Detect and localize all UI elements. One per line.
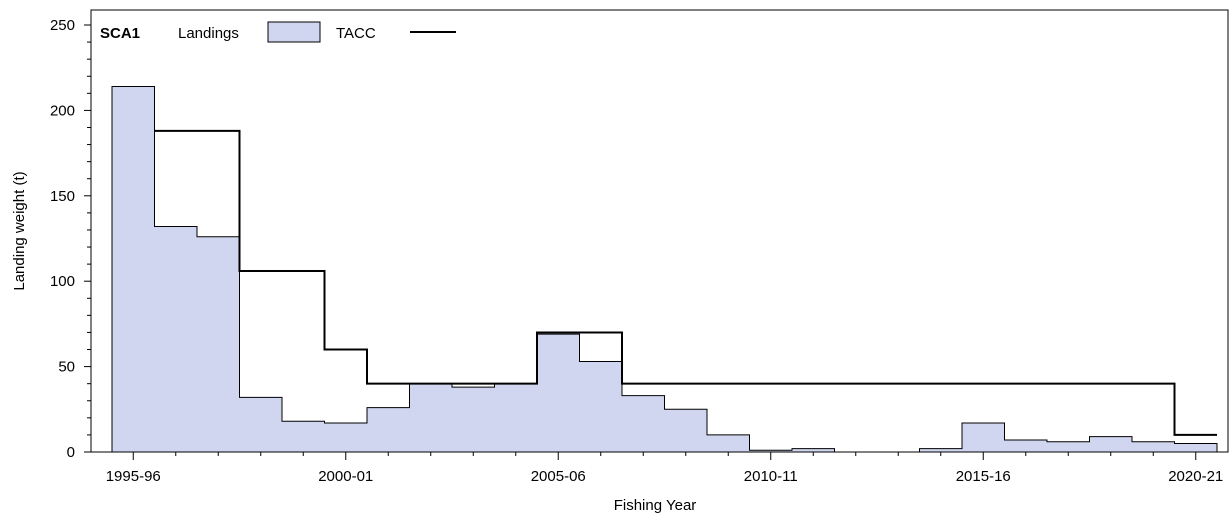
x-axis-title: Fishing Year: [614, 497, 697, 514]
y-tick-label: 200: [50, 102, 75, 119]
landings-bar: [239, 397, 282, 452]
landings-bar: [1132, 441, 1175, 452]
plot-frame: [90, 9, 1229, 453]
legend-swatch-landings: [267, 21, 321, 43]
landings-bar: [579, 361, 622, 452]
landings-bar: [962, 422, 1005, 452]
landings-bar: [792, 448, 835, 452]
x-tick-label: 2015-16: [956, 468, 1011, 485]
landings-bar: [1047, 441, 1090, 452]
y-axis-title: Landing weight (t): [11, 171, 28, 290]
landings-bar: [707, 434, 750, 452]
landings-bar: [324, 422, 367, 452]
landings-bar: [664, 409, 707, 452]
landings-bar: [409, 383, 452, 452]
tacc-line: [154, 129, 1217, 436]
legend-label-landings: Landings: [178, 25, 239, 42]
y-tick-label: 100: [50, 273, 75, 290]
landings-bar: [622, 395, 665, 452]
landings-bar: [749, 450, 792, 452]
landings-bar: [367, 407, 410, 452]
landings-bar: [154, 226, 197, 452]
x-tick-label: 2005-06: [531, 468, 586, 485]
y-tick-label: 50: [58, 359, 75, 376]
landings-outline: [111, 85, 1218, 453]
legend: SCA1 Landings TACC: [100, 21, 456, 43]
legend-title: SCA1: [100, 25, 140, 42]
landings-bar: [919, 448, 962, 452]
landings-bar: [537, 334, 580, 452]
x-axis: 1995-96 2000-01 2005-06 2010-11 2015-16 2020-…: [106, 452, 1223, 485]
x-tick-label: 1995-96: [106, 468, 161, 485]
plot-layer: [111, 85, 1218, 453]
y-axis: 0 50 100 150 200 250: [50, 17, 91, 461]
legend-label-tacc: TACC: [336, 25, 376, 42]
landings-bar: [112, 86, 155, 452]
x-tick-label: 2020-21: [1168, 468, 1223, 485]
landings-bar: [494, 383, 537, 452]
x-tick-label: 2010-11: [744, 468, 798, 485]
x-tick-label: 2000-01: [318, 468, 373, 485]
landings-bar: [197, 236, 240, 452]
y-tick-label: 250: [50, 17, 75, 34]
y-tick-label: 150: [50, 188, 75, 205]
landings-bar: [1004, 440, 1047, 452]
landings-bar: [1174, 443, 1217, 452]
landings-bar: [282, 421, 325, 452]
landings-bar: [1089, 436, 1132, 452]
landings-bar: [452, 387, 495, 452]
y-tick-label: 0: [67, 444, 75, 461]
